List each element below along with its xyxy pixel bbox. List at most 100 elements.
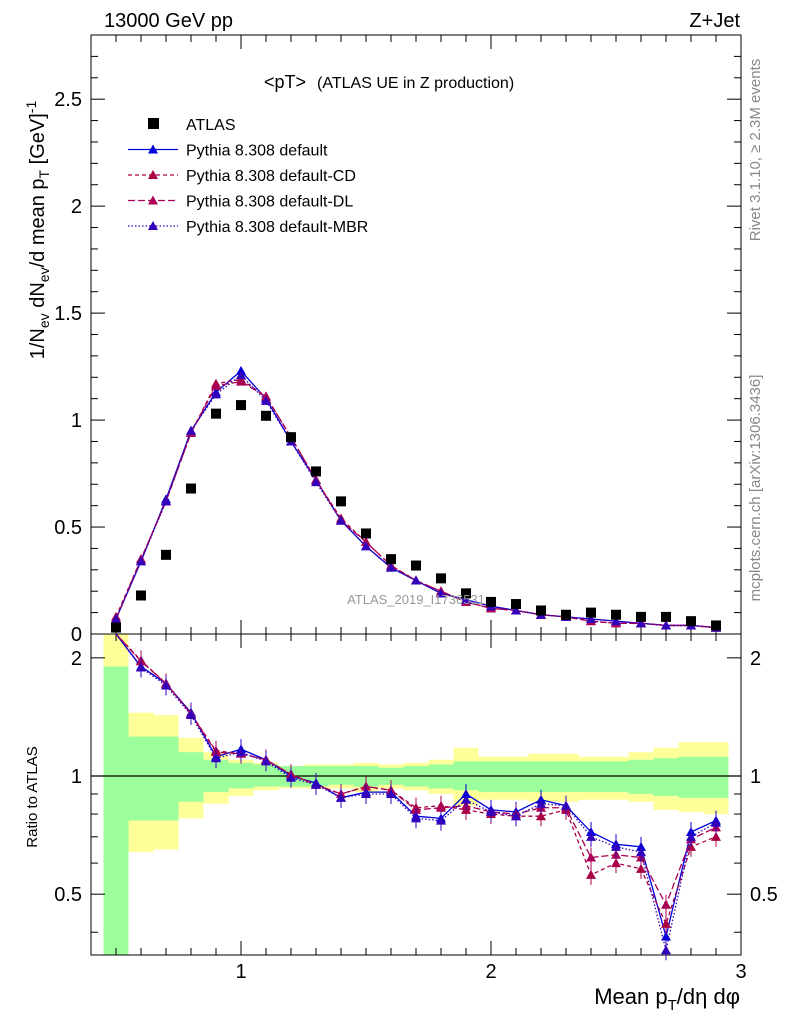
y-tick-label: 1 bbox=[71, 410, 82, 432]
legend-label: Pythia 8.308 default bbox=[186, 143, 328, 160]
series-marker bbox=[161, 496, 171, 506]
x-tick-label: 1 bbox=[235, 961, 246, 983]
legend-label: Pythia 8.308 default-MBR bbox=[186, 219, 368, 236]
ratio-marker bbox=[311, 779, 321, 789]
ratio-marker bbox=[186, 710, 196, 720]
legend-label: Pythia 8.308 default-CD bbox=[186, 168, 356, 185]
ratio-marker bbox=[661, 918, 671, 928]
band-inner-bin bbox=[528, 761, 554, 793]
ratio-marker bbox=[286, 772, 296, 782]
data-point bbox=[336, 496, 346, 507]
data-point bbox=[511, 599, 521, 610]
legend-label: Pythia 8.308 default-DL bbox=[186, 194, 353, 211]
ratio-marker bbox=[611, 841, 621, 851]
data-point bbox=[261, 410, 271, 421]
band-inner-bin bbox=[628, 759, 654, 794]
data-point bbox=[136, 590, 146, 601]
series-marker bbox=[111, 614, 121, 624]
ratio-marker bbox=[636, 863, 646, 873]
ratio-y-tick-label: 2 bbox=[71, 648, 82, 670]
ratio-y-tick-label-right: 1 bbox=[750, 766, 761, 788]
series-marker bbox=[411, 575, 421, 585]
series-marker bbox=[336, 515, 346, 525]
ratio-marker bbox=[661, 899, 671, 909]
ratio-marker bbox=[511, 811, 521, 821]
legend-marker bbox=[148, 118, 159, 129]
y-tick-label: 1.5 bbox=[54, 303, 82, 325]
series-marker bbox=[311, 477, 321, 487]
band-inner-bin bbox=[153, 736, 179, 821]
legend-title-main: <pT> bbox=[264, 72, 306, 92]
series-marker bbox=[511, 605, 521, 615]
y-tick-label: 0.5 bbox=[54, 517, 82, 539]
ratio-marker bbox=[486, 806, 496, 816]
series-marker bbox=[636, 618, 646, 628]
data-point bbox=[486, 596, 496, 607]
data-point bbox=[686, 616, 696, 627]
data-point bbox=[161, 549, 171, 560]
mcplots-label: mcplots.cern.ch [arXiv:1306.3436] bbox=[747, 375, 764, 602]
legend: ATLAS Pythia 8.308 default Pythia 8.308 de… bbox=[128, 117, 368, 236]
ratio-marker bbox=[411, 813, 421, 823]
y-axis-label: 1/Nev dNev/d mean pT [GeV]-1 bbox=[23, 101, 52, 360]
band-inner-bin bbox=[553, 761, 579, 793]
atlas-data-points bbox=[111, 400, 721, 633]
series-marker bbox=[236, 376, 246, 386]
ratio-marker bbox=[686, 831, 696, 841]
series-line bbox=[115, 380, 717, 629]
series-marker bbox=[361, 541, 371, 551]
band-inner-bin bbox=[103, 666, 129, 955]
y-tick-label: 0 bbox=[71, 624, 82, 646]
band-inner-bin bbox=[128, 736, 154, 821]
ratio-y-tick-label: 0.5 bbox=[54, 884, 82, 906]
band-inner-bin bbox=[603, 761, 629, 793]
data-point bbox=[636, 611, 646, 622]
ratio-marker bbox=[461, 794, 471, 804]
ratio-marker bbox=[661, 945, 671, 955]
legend-marker bbox=[148, 170, 158, 179]
series-marker bbox=[461, 594, 471, 604]
series-marker bbox=[186, 425, 196, 435]
data-point bbox=[286, 432, 296, 443]
band-inner-bin bbox=[178, 752, 204, 802]
data-point bbox=[236, 400, 246, 411]
ratio-marker bbox=[136, 662, 146, 672]
legend-marker bbox=[148, 144, 158, 154]
data-point bbox=[411, 560, 421, 571]
series-marker bbox=[211, 380, 221, 390]
legend-title: <pT> (ATLAS UE in Z production) bbox=[264, 72, 514, 92]
data-point bbox=[711, 620, 721, 631]
x-axis-label: Mean pT/dη dφ bbox=[594, 984, 740, 1014]
x-tick-label: 3 bbox=[735, 961, 746, 983]
ratio-marker bbox=[711, 817, 721, 827]
series-marker bbox=[661, 620, 671, 630]
analysis-watermark: ATLAS_2019_I1736531 bbox=[347, 592, 485, 607]
data-point bbox=[211, 408, 221, 419]
data-point bbox=[311, 466, 321, 477]
series-marker bbox=[611, 616, 621, 626]
ratio-y-tick-label: 1 bbox=[71, 766, 82, 788]
ratio-marker bbox=[586, 831, 596, 841]
data-point bbox=[586, 607, 596, 618]
ratio-y-axis-label: Ratio to ATLAS bbox=[24, 746, 41, 847]
ratio-marker bbox=[236, 747, 246, 757]
ratio-marker bbox=[536, 798, 546, 808]
ratio-marker bbox=[561, 800, 571, 810]
series-line bbox=[115, 374, 717, 629]
series-marker bbox=[261, 395, 271, 405]
ratio-marker bbox=[436, 802, 446, 812]
series-marker bbox=[211, 389, 221, 399]
ratio-marker bbox=[586, 869, 596, 879]
series-marker bbox=[136, 556, 146, 566]
series-marker bbox=[386, 562, 396, 572]
legend-marker bbox=[148, 221, 158, 230]
series-marker bbox=[236, 370, 246, 380]
ratio-y-tick-label-right: 2 bbox=[750, 648, 761, 670]
mc-series bbox=[111, 365, 721, 961]
axis-ticks: 1 2 3 0 0.5 1 1.5 2 2.5 0.5 0.5 1 1 2 2 bbox=[54, 34, 778, 983]
legend-title-sub: (ATLAS UE in Z production) bbox=[317, 75, 514, 92]
ratio-marker bbox=[386, 788, 396, 798]
legend-marker bbox=[148, 195, 158, 205]
ratio-y-tick-label-right: 0.5 bbox=[750, 884, 778, 906]
